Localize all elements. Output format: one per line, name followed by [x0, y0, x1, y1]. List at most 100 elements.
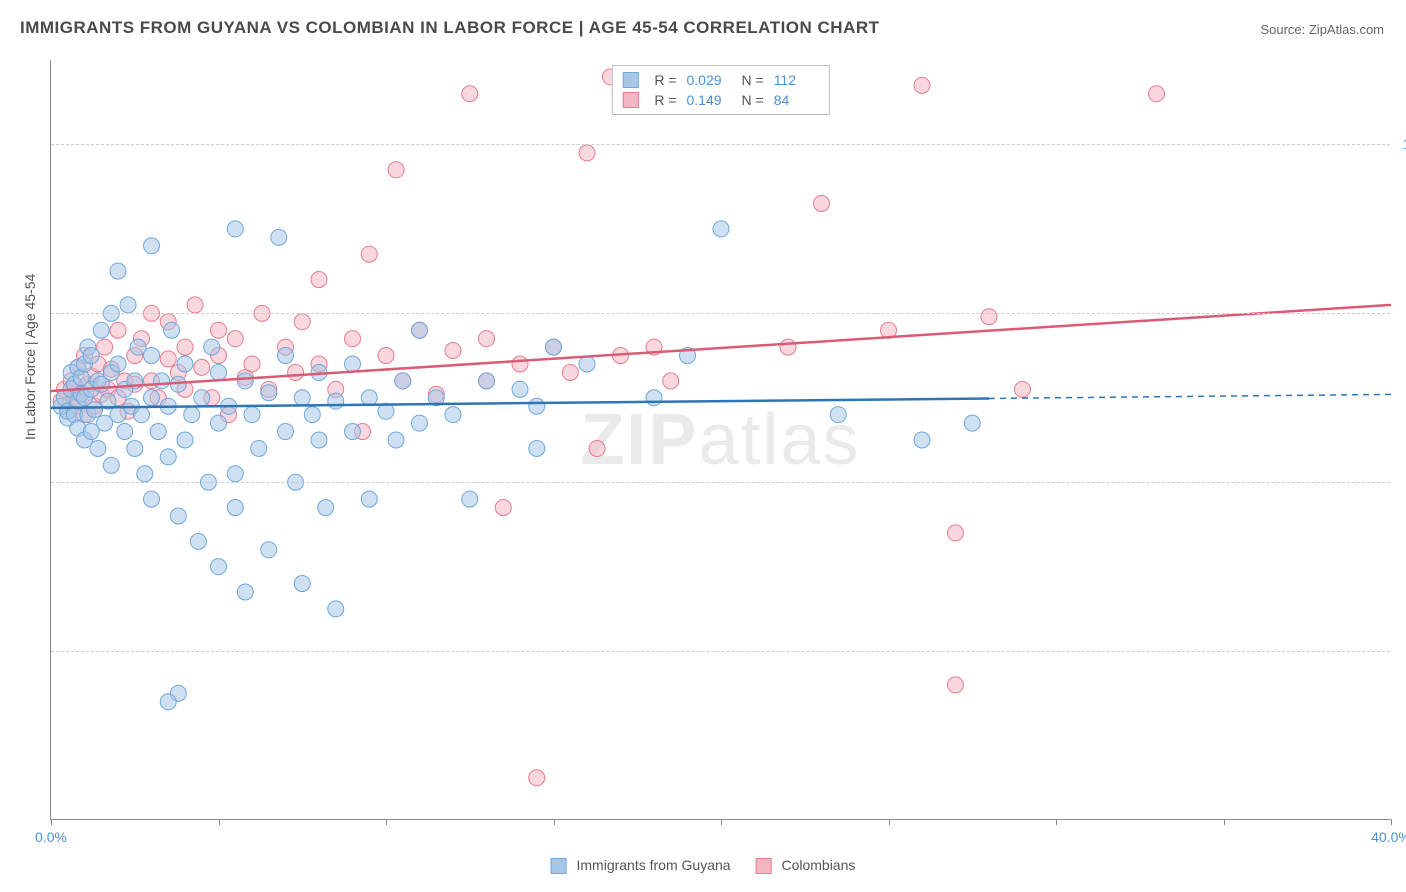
grid-line — [51, 144, 1390, 145]
data-point — [395, 373, 411, 389]
legend-item-a: Immigrants from Guyana — [551, 857, 731, 874]
data-point — [663, 373, 679, 389]
data-point — [144, 348, 160, 364]
data-point — [412, 415, 428, 431]
data-point — [160, 694, 176, 710]
data-point — [110, 356, 126, 372]
data-point — [93, 322, 109, 338]
data-point — [495, 500, 511, 516]
data-point — [830, 407, 846, 423]
data-point — [144, 238, 160, 254]
data-point — [981, 309, 997, 325]
trend-line-dashed — [989, 394, 1391, 398]
data-point — [914, 432, 930, 448]
data-point — [512, 356, 528, 372]
data-point — [361, 246, 377, 262]
data-point — [328, 393, 344, 409]
data-point — [110, 263, 126, 279]
data-point — [177, 356, 193, 372]
data-point — [345, 424, 361, 440]
data-point — [194, 359, 210, 375]
data-point — [948, 677, 964, 693]
data-point — [164, 322, 180, 338]
r-label: R = — [654, 92, 676, 108]
data-point — [388, 432, 404, 448]
r-value-b: 0.149 — [687, 92, 732, 108]
data-point — [190, 533, 206, 549]
data-point — [318, 500, 334, 516]
bottom-legend: Immigrants from Guyana Colombians — [551, 857, 856, 874]
data-point — [294, 576, 310, 592]
data-point — [117, 424, 133, 440]
data-point — [211, 415, 227, 431]
trend-line — [51, 305, 1391, 391]
data-point — [194, 390, 210, 406]
data-point — [412, 322, 428, 338]
data-point — [445, 407, 461, 423]
legend-label-a: Immigrants from Guyana — [577, 857, 731, 873]
n-label: N = — [742, 72, 764, 88]
data-point — [328, 601, 344, 617]
data-point — [462, 491, 478, 507]
data-point — [204, 339, 220, 355]
source-attribution: Source: ZipAtlas.com — [1260, 22, 1384, 37]
data-point — [261, 542, 277, 558]
data-point — [211, 364, 227, 380]
trend-line — [51, 398, 989, 407]
data-point — [388, 162, 404, 178]
data-point — [144, 390, 160, 406]
data-point — [288, 364, 304, 380]
y-tick-label: 100.0% — [1395, 136, 1406, 152]
data-point — [345, 356, 361, 372]
data-point — [378, 348, 394, 364]
data-point — [227, 466, 243, 482]
data-point — [964, 415, 980, 431]
legend-row-series-b: R = 0.149 N = 84 — [622, 90, 818, 110]
data-point — [187, 297, 203, 313]
data-point — [278, 424, 294, 440]
data-point — [170, 508, 186, 524]
data-point — [127, 440, 143, 456]
x-tick-label: 0.0% — [35, 829, 67, 845]
data-point — [237, 584, 253, 600]
data-point — [462, 86, 478, 102]
data-point — [345, 331, 361, 347]
x-tick — [554, 819, 555, 825]
data-point — [278, 348, 294, 364]
data-point — [311, 432, 327, 448]
data-point — [914, 77, 930, 93]
data-point — [251, 440, 267, 456]
n-value-a: 112 — [774, 72, 819, 88]
data-point — [646, 390, 662, 406]
legend-row-series-a: R = 0.029 N = 112 — [622, 70, 818, 90]
data-point — [1149, 86, 1165, 102]
data-point — [479, 373, 495, 389]
data-point — [546, 339, 562, 355]
legend-swatch-a-icon — [551, 858, 567, 874]
legend-swatch-a — [622, 72, 638, 88]
data-point — [579, 356, 595, 372]
data-point — [103, 457, 119, 473]
legend-swatch-b-icon — [756, 858, 772, 874]
y-tick-label: 70.0% — [1395, 643, 1406, 659]
legend-swatch-b — [622, 92, 638, 108]
x-tick-label: 40.0% — [1371, 829, 1406, 845]
x-tick — [1224, 819, 1225, 825]
x-tick — [1391, 819, 1392, 825]
data-point — [154, 373, 170, 389]
data-point — [83, 348, 99, 364]
chart-plot-area: ZIPatlas R = 0.029 N = 112 R = 0.149 N =… — [50, 60, 1390, 820]
x-tick — [889, 819, 890, 825]
data-point — [177, 432, 193, 448]
x-tick — [51, 819, 52, 825]
grid-line — [51, 482, 1390, 483]
data-point — [261, 385, 277, 401]
data-point — [529, 770, 545, 786]
y-axis-label: In Labor Force | Age 45-54 — [22, 274, 38, 440]
data-point — [160, 449, 176, 465]
data-point — [144, 491, 160, 507]
data-point — [562, 364, 578, 380]
data-point — [137, 466, 153, 482]
data-point — [244, 356, 260, 372]
data-point — [227, 500, 243, 516]
